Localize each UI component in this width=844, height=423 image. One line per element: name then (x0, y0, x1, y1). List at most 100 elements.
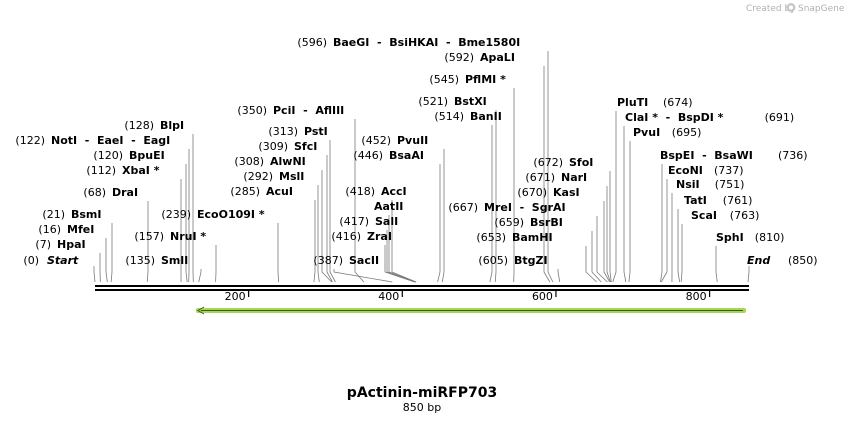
enzyme-name: BanII (470, 110, 502, 123)
site-label[interactable]: (761) TatI (684, 194, 752, 207)
site-label[interactable]: (667) MreI - SgrAI (448, 201, 565, 214)
enzyme-name: AlwNI (270, 155, 306, 168)
end-marker[interactable]: End (850) (747, 254, 818, 267)
site-label[interactable]: (737) EcoNI (668, 164, 744, 177)
credit-prefix: Created by (746, 4, 796, 14)
site-label[interactable]: (157) NruI * (134, 230, 206, 243)
site-pin-line (623, 126, 627, 283)
site-position: (545) (429, 73, 459, 86)
site-position: (670) (517, 186, 547, 199)
site-label[interactable]: (671) NarI (525, 171, 587, 184)
start-pin-line (93, 266, 96, 283)
site-position: (239) (161, 208, 191, 221)
site-label[interactable]: (605) BtgZI (478, 254, 547, 267)
enzyme-name: BamHI (512, 231, 553, 244)
site-position: (452) (361, 134, 391, 147)
site-label[interactable]: (521) BstXI (418, 95, 486, 108)
site-label[interactable]: (7) HpaI (35, 238, 85, 251)
credit-brand: SnapGene (798, 4, 844, 14)
site-label[interactable]: AatII (374, 200, 403, 213)
site-label[interactable]: (751) NsiI (676, 178, 744, 191)
site-position: (122) (15, 134, 45, 147)
enzyme-name: TatI (684, 194, 707, 207)
enzyme-name: SphI (716, 231, 744, 244)
site-label[interactable]: (285) AcuI (230, 185, 293, 198)
site-label[interactable]: (239) EcoO109I * (161, 208, 264, 221)
site-label[interactable]: (112) XbaI * (86, 164, 159, 177)
site-label[interactable]: (653) BamHI (476, 231, 552, 244)
site-label[interactable]: (387) SacII (313, 254, 379, 267)
site-label[interactable]: (674) PluTI (617, 96, 693, 109)
enzyme-name: NruI * (170, 230, 206, 243)
site-label[interactable]: (418) AccI (345, 185, 406, 198)
site-label[interactable]: (592) ApaLI (444, 51, 515, 64)
site-pin-line (441, 149, 445, 283)
site-label[interactable]: (691) ClaI * - BspDI * (625, 111, 794, 124)
snapgene-credit[interactable]: Created by SnapGene (746, 3, 844, 14)
site-pin-line (146, 201, 149, 283)
site-label[interactable]: (309) SfcI (258, 140, 317, 153)
site-label[interactable]: (763) ScaI (691, 209, 759, 222)
site-label[interactable]: (417) SalI (339, 215, 398, 228)
enzyme-name: SfcI (294, 140, 317, 153)
site-label[interactable]: (695) PvuI (633, 126, 701, 139)
site-pin-line (198, 269, 202, 283)
site-label[interactable]: (128) BlpI (124, 119, 184, 132)
site-label[interactable]: (350) PciI - AflIII (237, 104, 344, 117)
site-position: (416) (331, 230, 361, 243)
enzyme-name: BaeGI - BsiHKAI - Bme1580I (333, 36, 520, 49)
site-label[interactable]: (68) DraI (83, 186, 138, 199)
site-label[interactable]: (446) BsaAI (353, 149, 424, 162)
site-position: (763) (730, 209, 760, 222)
site-pin-line (660, 164, 663, 283)
site-label[interactable]: (596) BaeGI - BsiHKAI - Bme1580I (297, 36, 520, 49)
site-label[interactable]: (452) PvuII (361, 134, 428, 147)
site-label[interactable]: (514) BanII (434, 110, 501, 123)
start-marker[interactable]: (0) Start (23, 254, 79, 267)
site-label[interactable]: (313) PstI (268, 125, 327, 138)
site-label[interactable]: (120) BpuEI (93, 149, 164, 162)
enzyme-name: HpaI (57, 238, 86, 251)
enzyme-name: SalI (375, 215, 398, 228)
enzyme-name: PluTI (617, 96, 648, 109)
enzyme-name: XbaI * (122, 164, 160, 177)
site-pin-line (489, 125, 493, 283)
site-pin-line (547, 51, 554, 283)
site-label[interactable]: (21) BsmI (42, 208, 101, 221)
enzyme-name: MreI - SgrAI (484, 201, 566, 214)
site-label[interactable]: (16) MfeI (38, 223, 94, 236)
enzyme-name: SacII (349, 254, 379, 267)
backbone-strand-top (95, 285, 749, 287)
site-label[interactable]: (810) SphI (716, 231, 784, 244)
site-position: (653) (476, 231, 506, 244)
start-position: (0) (23, 254, 39, 267)
site-pin-line (715, 246, 718, 283)
site-label[interactable]: (308) AlwNI (234, 155, 305, 168)
site-label[interactable]: (736) BspEI - BsaWI (660, 149, 808, 162)
site-pin-line (185, 164, 188, 283)
site-position: (417) (339, 215, 369, 228)
sequence-backbone[interactable] (95, 285, 749, 291)
site-position: (659) (494, 216, 524, 229)
site-label[interactable]: (670) KasI (517, 186, 579, 199)
site-label[interactable]: (135) SmlI (125, 254, 188, 267)
site-label[interactable]: (672) SfoI (533, 156, 593, 169)
enzyme-name: MslI (279, 170, 304, 183)
enzyme-name: AccI (381, 185, 407, 198)
site-pin-line (557, 269, 561, 283)
enzyme-name: PstI (304, 125, 328, 138)
enzyme-name: SfoI (569, 156, 593, 169)
site-label[interactable]: (292) MslI (243, 170, 304, 183)
feature-arrow[interactable] (196, 306, 746, 315)
site-position: (309) (258, 140, 288, 153)
site-position: (157) (134, 230, 164, 243)
site-label[interactable]: (416) ZraI (331, 230, 392, 243)
site-position: (387) (313, 254, 343, 267)
site-label[interactable]: (659) BsrBI (494, 216, 562, 229)
site-label[interactable]: (122) NotI - EaeI - EagI (15, 134, 170, 147)
enzyme-name: DraI (112, 186, 138, 199)
site-position: (751) (715, 178, 745, 191)
enzyme-name: BtgZI (514, 254, 548, 267)
site-pin-line (437, 164, 441, 283)
site-label[interactable]: (545) PflMI * (429, 73, 506, 86)
